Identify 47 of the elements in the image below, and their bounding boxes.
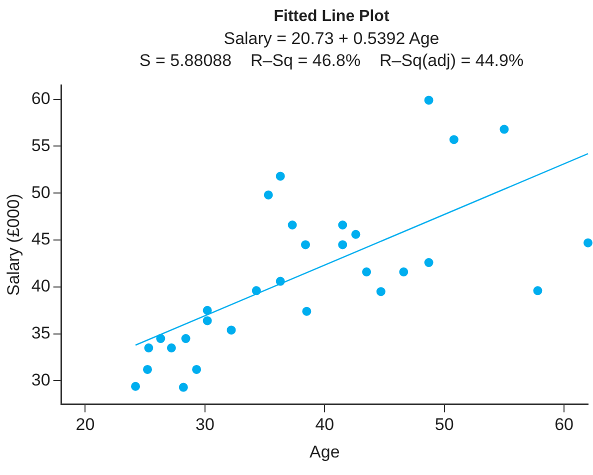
point: [351, 230, 360, 239]
point: [301, 240, 310, 250]
point: [302, 306, 312, 316]
text: S = 5.88088 R–Sq = 46.8% R–Sq(adj) = 44.9%: [138, 50, 525, 72]
point: [264, 190, 273, 200]
x-tick-label: 30: [195, 415, 214, 434]
point: [166, 343, 176, 352]
point: [584, 238, 592, 248]
point: [338, 220, 348, 230]
x-tick-label: 20: [76, 415, 95, 434]
point: [449, 135, 458, 144]
y-tick-label: 55: [31, 136, 50, 155]
y-tick-label: 30: [31, 370, 50, 390]
point: [424, 258, 434, 268]
point: [156, 334, 166, 344]
point: [276, 276, 285, 286]
x-tick-label: 60: [554, 415, 574, 434]
point: [252, 286, 261, 296]
y-axis-title: Salary (£000): [4, 194, 23, 296]
y-tick-label: 45: [31, 230, 50, 249]
point: [533, 286, 542, 296]
y-tick-label: 35: [31, 324, 50, 343]
point: [288, 220, 297, 230]
point: [362, 267, 372, 276]
point: [202, 306, 212, 315]
x-axis-title: Age: [310, 442, 340, 462]
point: [338, 240, 348, 250]
point: [192, 364, 202, 374]
chart-title: Fitted Line Plot: [272, 7, 390, 27]
x-tick-label: 50: [434, 415, 454, 434]
point: [500, 124, 509, 134]
chart-subtitle: Salary = 20.73 + 0.5392 Age: [222, 28, 440, 50]
point: [181, 334, 190, 344]
point: [226, 326, 236, 335]
point: [276, 172, 285, 181]
point: [178, 382, 188, 392]
point: [142, 364, 152, 374]
point: [424, 96, 434, 105]
x-tick-label: 40: [315, 415, 334, 434]
point: [399, 267, 408, 276]
point: [131, 382, 140, 391]
y-tick-label: 50: [31, 182, 50, 202]
y-tick-label: 60: [31, 88, 50, 108]
point: [376, 287, 386, 296]
point: [144, 343, 154, 352]
y-tick-label: 40: [31, 276, 50, 296]
point: [202, 316, 212, 326]
